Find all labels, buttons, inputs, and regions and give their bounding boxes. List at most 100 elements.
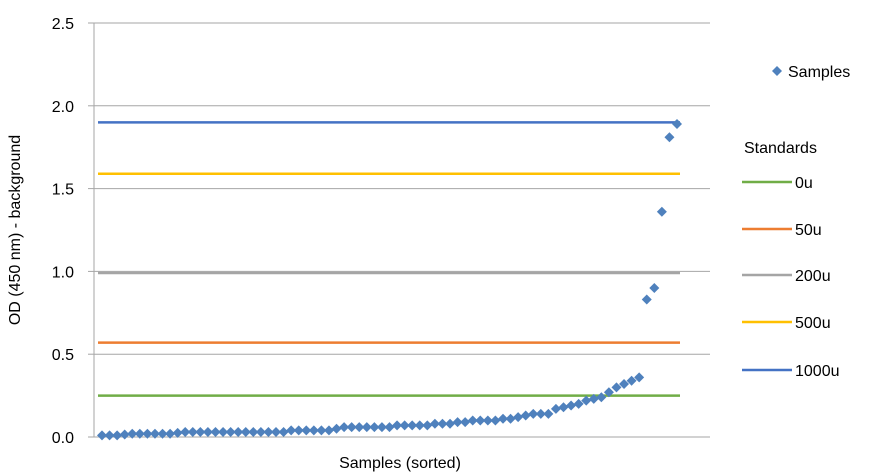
sample-point [308,425,319,436]
sample-point [369,422,380,433]
legend-standards: 0u 50u 200u 500u 1000u [742,175,840,380]
sample-point [467,415,478,426]
sample-point [588,393,599,404]
sample-point [248,427,259,438]
sample-point [603,387,614,398]
sample-point [210,427,221,438]
sample-point [550,403,561,414]
sample-point [429,418,440,429]
y-axis: 0.0 0.5 1.0 1.5 2.0 2.5 [52,16,95,447]
x-axis-title: Samples (sorted) [339,455,461,472]
sample-point [263,427,274,438]
sample-point [293,425,304,436]
sample-point [172,427,183,438]
sample-point [581,395,592,406]
sample-point [626,375,637,386]
sample-point [339,422,350,433]
sample-point [218,427,229,438]
sample-point [543,408,554,419]
sample-point [119,429,130,440]
sample-point [323,425,334,436]
sample-point [505,413,516,424]
sample-point [225,427,236,438]
sample-point [445,418,456,429]
sample-point [641,294,652,305]
sample-point [286,425,297,436]
sample-point [271,427,282,438]
sample-point [331,423,342,434]
sample-point [513,412,524,423]
y-tick-label: 2.5 [52,16,74,33]
legend-standard-label-0u: 0u [795,175,813,192]
sample-point [354,422,365,433]
legend-standard-label-200u: 200u [795,268,831,285]
sample-point [619,379,630,390]
standard-lines [98,121,680,397]
sample-point [195,427,206,438]
sample-point [414,420,425,431]
sample-point [656,206,667,217]
y-tick-label: 0.0 [52,430,74,447]
sample-point [672,119,682,130]
sample-point [165,428,176,439]
legend-standard-label-500u: 500u [795,315,831,332]
y-axis-title: OD (450 nm) - background [7,135,24,325]
sample-point [573,398,584,409]
sample-point [134,428,145,439]
sample-points [97,119,682,441]
sample-point [535,408,546,419]
sample-point [596,392,607,403]
legend: Samples Standards 0u 50u 200u 500u 1000u [742,64,850,380]
sample-point [104,430,115,441]
sample-point [187,427,198,438]
grid-lines [94,22,710,438]
sample-point [127,428,138,439]
sample-point [240,427,251,438]
sample-point [649,282,660,293]
sample-point [664,132,675,143]
y-tick-label: 2.0 [52,99,74,116]
sample-point [634,372,645,383]
sample-point [361,422,372,433]
sample-point [233,427,244,438]
y-tick-label: 1.5 [52,182,74,199]
sample-point [97,430,107,441]
sample-point [520,410,531,421]
sample-point [399,420,410,431]
legend-samples-label: Samples [788,64,850,81]
sample-point [497,413,508,424]
sample-point [460,417,471,428]
sample-point [384,422,395,433]
legend-standard-label-50u: 50u [795,222,822,239]
sample-point [112,430,123,441]
sample-point [376,422,387,433]
sample-point [255,427,266,438]
legend-samples-marker [772,66,782,76]
sample-point [142,428,153,439]
legend-standard-label-1000u: 1000u [795,363,840,380]
sample-point [392,420,403,431]
sample-point [346,422,357,433]
sample-point [278,427,289,438]
sample-point [558,402,569,413]
sample-point [202,427,213,438]
y-tick-label: 0.5 [52,347,74,364]
sample-point [437,418,448,429]
sample-point [149,428,160,439]
sample-point [316,425,327,436]
sample-point [611,382,622,393]
y-tick-label: 1.0 [52,264,74,281]
sample-point [475,415,486,426]
legend-standards-title: Standards [744,140,817,157]
sample-point [157,428,168,439]
sample-point [482,415,493,426]
sample-point [490,415,501,426]
sample-point [566,400,577,411]
sample-point [422,420,433,431]
sample-point [301,425,312,436]
sample-point [452,417,463,428]
sample-point [407,420,418,431]
sample-point [528,408,539,419]
sample-point [180,427,191,438]
